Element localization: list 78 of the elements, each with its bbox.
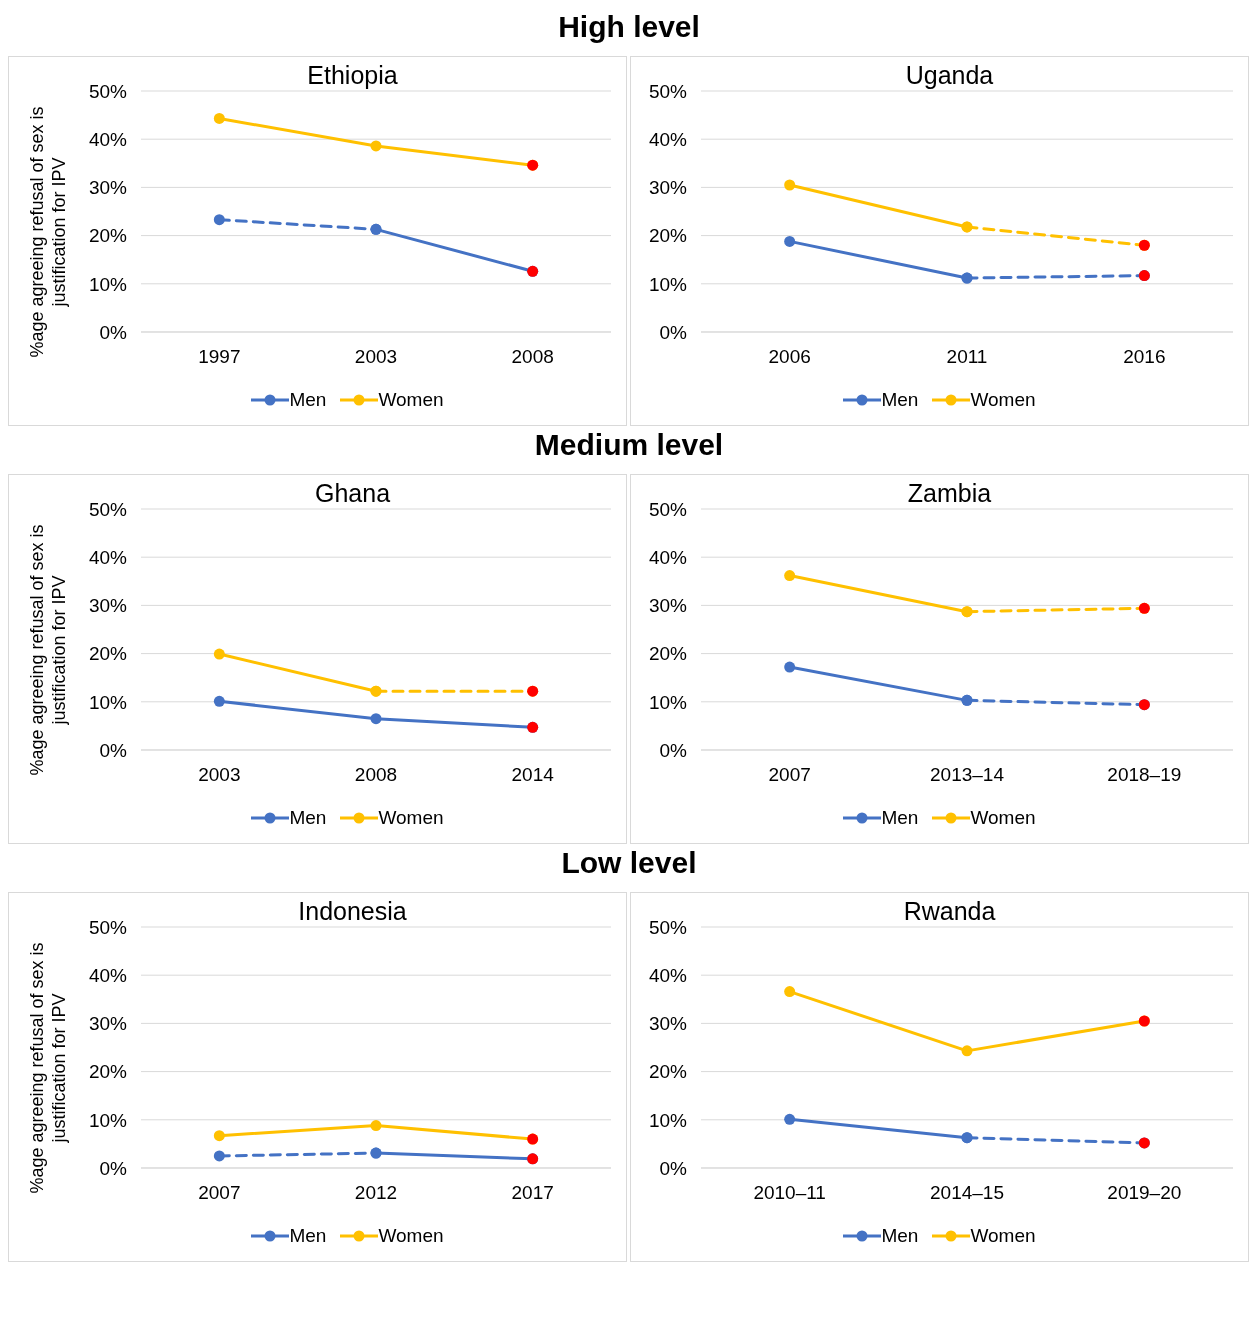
y-tick-label: 0% xyxy=(99,1157,128,1179)
text: High level xyxy=(557,9,701,45)
x-tick-label: 2014 xyxy=(511,764,555,786)
y-tick-label: 30% xyxy=(88,177,128,199)
x-tick-label: 2014–15 xyxy=(930,1182,1004,1204)
legend-label: Men xyxy=(289,807,327,829)
x-tick-label: 2011 xyxy=(946,346,988,368)
y-tick-label: 10% xyxy=(88,1109,128,1131)
y-tick-label: 40% xyxy=(88,964,128,986)
y-tick-label: 50% xyxy=(648,80,688,102)
chart-title: Uganda xyxy=(905,61,994,89)
y-tick-label: 40% xyxy=(648,546,688,568)
y-tick-label: 50% xyxy=(88,80,128,102)
y-tick-label: 0% xyxy=(659,739,688,761)
y-tick-label: 20% xyxy=(88,1061,128,1083)
legend-label: Women xyxy=(970,389,1036,411)
legend-label: Men xyxy=(881,389,919,411)
y-tick-label: 30% xyxy=(648,177,688,199)
x-tick-label: 2008 xyxy=(354,764,398,786)
y-tick-label: 40% xyxy=(648,128,688,150)
legend-label: Women xyxy=(378,389,444,411)
x-tick-label: 2003 xyxy=(198,764,241,786)
x-tick-label: 2007 xyxy=(198,1182,241,1204)
legend-label: Men xyxy=(289,1225,327,1247)
legend-label: Women xyxy=(378,807,444,829)
y-tick-label: 20% xyxy=(88,225,128,247)
y-tick-label: 20% xyxy=(648,225,688,247)
y-tick-label: 0% xyxy=(659,1157,688,1179)
y-tick-label: 20% xyxy=(648,1061,688,1083)
legend-label: Women xyxy=(378,1225,444,1247)
x-tick-label: 2006 xyxy=(768,346,811,368)
x-tick-label: 1997 xyxy=(198,346,241,368)
x-tick-label: 2003 xyxy=(354,346,398,368)
y-tick-label: 30% xyxy=(88,1013,128,1035)
y-tick-label: 0% xyxy=(659,321,688,343)
y-tick-label: 50% xyxy=(648,916,688,938)
x-tick-label: 2017 xyxy=(511,1182,554,1204)
legend-label: Men xyxy=(881,1225,919,1247)
y-tick-label: 40% xyxy=(648,964,688,986)
legend-label: Men xyxy=(881,807,919,829)
y-tick-label: 30% xyxy=(88,595,128,617)
legend-label: Women xyxy=(970,807,1036,829)
x-tick-label: 2016 xyxy=(1123,346,1166,368)
y-tick-label: 20% xyxy=(648,643,688,665)
y-tick-label: 0% xyxy=(99,739,128,761)
x-tick-label: 2018–19 xyxy=(1107,764,1182,786)
legend-label: Men xyxy=(289,389,327,411)
y-tick-label: 10% xyxy=(88,691,128,713)
y-tick-label: 30% xyxy=(648,1013,688,1035)
legend-label: Women xyxy=(970,1225,1036,1247)
y-tick-label: 10% xyxy=(648,691,688,713)
x-tick-label: 2012 xyxy=(354,1182,398,1204)
y-axis-title: %age agreeing refusal of sex is justification for IPV xyxy=(26,105,70,360)
x-tick-label: 2013–14 xyxy=(930,764,1005,786)
text: Medium level xyxy=(533,427,725,463)
y-axis-title: %age agreeing refusal of sex is justification for IPV xyxy=(26,941,70,1196)
y-tick-label: 50% xyxy=(648,498,688,520)
chart-title: Indonesia xyxy=(298,897,407,925)
text: Low level xyxy=(560,845,698,881)
y-tick-label: 40% xyxy=(88,128,128,150)
y-axis-title: %age agreeing refusal of sex is justification for IPV xyxy=(26,523,70,778)
y-tick-label: 40% xyxy=(88,546,128,568)
y-tick-label: 0% xyxy=(99,321,128,343)
x-tick-label: 2007 xyxy=(768,764,811,786)
x-tick-label: 2010–11 xyxy=(753,1182,826,1204)
x-tick-label: 2019–20 xyxy=(1107,1182,1182,1204)
chart-title: Ethiopia xyxy=(307,61,398,89)
y-tick-label: 50% xyxy=(88,498,128,520)
chart-title: Zambia xyxy=(907,479,992,507)
y-tick-label: 30% xyxy=(648,595,688,617)
chart-title: Ghana xyxy=(314,479,391,507)
y-tick-label: 10% xyxy=(648,1109,688,1131)
x-tick-label: 2008 xyxy=(511,346,554,368)
y-tick-label: 10% xyxy=(88,273,128,295)
y-tick-label: 50% xyxy=(88,916,128,938)
y-tick-label: 20% xyxy=(88,643,128,665)
chart-title: Rwanda xyxy=(903,897,996,925)
y-tick-label: 10% xyxy=(648,273,688,295)
